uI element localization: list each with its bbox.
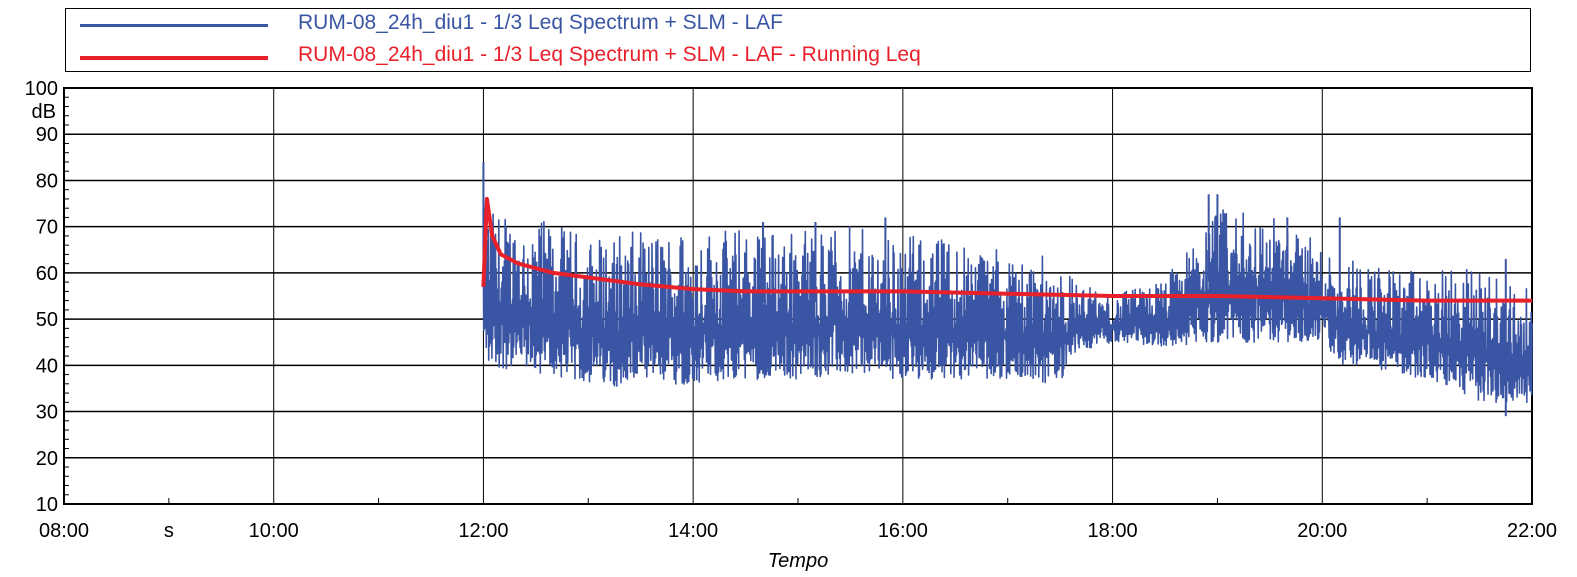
legend: RUM-08_24h_diu1 - 1/3 Leq Spectrum + SLM… <box>65 8 1531 72</box>
y-tick-label-10: 10 <box>36 494 58 516</box>
legend-swatch-laf <box>80 24 268 27</box>
plot-frame <box>63 87 1533 505</box>
x-tick-label-3: 12:00 <box>458 520 508 542</box>
x-tick-label-0: 08:00 <box>39 520 89 542</box>
y-tick-label-50: 50 <box>36 309 58 331</box>
x-tick-label-2: 10:00 <box>249 520 299 542</box>
y-tick-label-70: 70 <box>36 217 58 239</box>
legend-swatch-running-leq <box>80 56 268 60</box>
x-tick-label-7: 20:00 <box>1297 520 1347 542</box>
y-tick-label-80: 80 <box>36 170 58 192</box>
y-tick-label-60: 60 <box>36 263 58 285</box>
series-running-leq-line <box>481 196 1532 303</box>
y-tick-label-30: 30 <box>36 402 58 424</box>
legend-label-running-leq: RUM-08_24h_diu1 - 1/3 Leq Spectrum + SLM… <box>298 43 921 66</box>
x-axis-title: Tempo <box>768 550 828 572</box>
x-tick-label-4: 14:00 <box>668 520 718 542</box>
x-tick-label-6: 18:00 <box>1088 520 1138 542</box>
y-tick-label-100: 100 <box>25 78 58 100</box>
x-tick-label-8: 22:00 <box>1507 520 1557 542</box>
legend-item-running-leq: RUM-08_24h_diu1 - 1/3 Leq Spectrum + SLM… <box>66 41 1530 71</box>
y-tick-label-40: 40 <box>36 355 58 377</box>
y-axis-unit: dB <box>32 101 56 123</box>
x-tick-label-1: s <box>164 520 174 542</box>
y-tick-label-90: 90 <box>36 124 58 146</box>
series-laf-line <box>482 208 1533 404</box>
y-tick-label-20: 20 <box>36 448 58 470</box>
x-tick-label-5: 16:00 <box>878 520 928 542</box>
legend-item-laf: RUM-08_24h_diu1 - 1/3 Leq Spectrum + SLM… <box>66 9 1530 39</box>
legend-label-laf: RUM-08_24h_diu1 - 1/3 Leq Spectrum + SLM… <box>298 11 783 34</box>
